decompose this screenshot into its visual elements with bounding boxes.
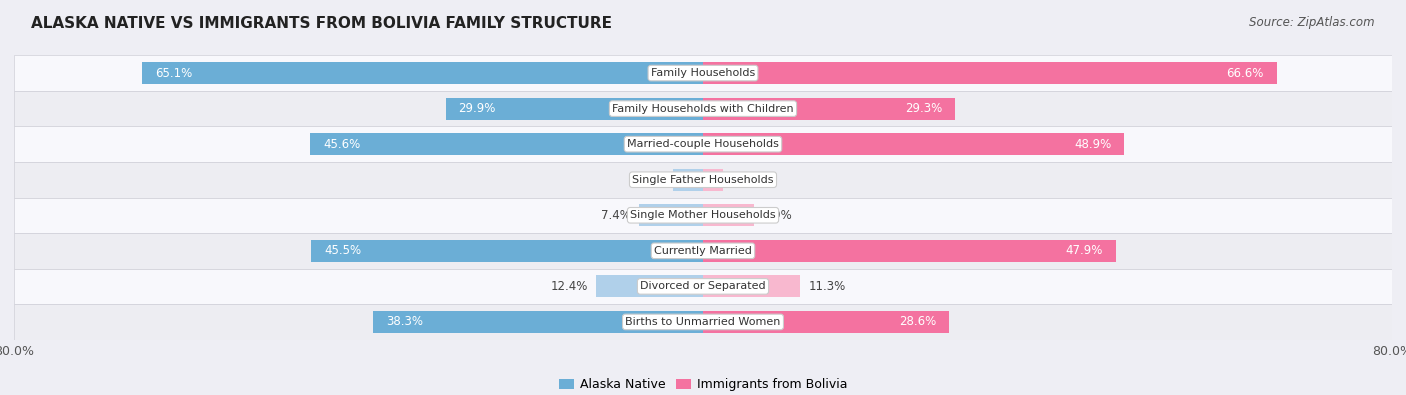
Text: Divorced or Separated: Divorced or Separated [640,281,766,292]
Text: 5.9%: 5.9% [762,209,792,222]
Bar [673,169,703,191]
Text: 66.6%: 66.6% [1226,67,1264,79]
Text: 38.3%: 38.3% [387,316,423,328]
Bar [703,275,800,297]
Bar [703,204,754,226]
Text: Source: ZipAtlas.com: Source: ZipAtlas.com [1250,16,1375,29]
Bar [703,98,955,120]
Bar [14,233,1392,269]
Text: 11.3%: 11.3% [808,280,846,293]
Bar [311,133,703,155]
Text: Births to Unmarried Women: Births to Unmarried Women [626,317,780,327]
Text: Single Father Households: Single Father Households [633,175,773,185]
Bar [703,133,1125,155]
Text: 65.1%: 65.1% [155,67,193,79]
Legend: Alaska Native, Immigrants from Bolivia: Alaska Native, Immigrants from Bolivia [554,373,852,395]
Bar [373,311,703,333]
Text: 12.4%: 12.4% [550,280,588,293]
Bar [703,169,723,191]
Text: Family Households: Family Households [651,68,755,78]
Bar [14,304,1392,340]
Text: 29.9%: 29.9% [458,102,496,115]
Bar [14,126,1392,162]
Text: ALASKA NATIVE VS IMMIGRANTS FROM BOLIVIA FAMILY STRUCTURE: ALASKA NATIVE VS IMMIGRANTS FROM BOLIVIA… [31,16,612,31]
Bar [640,204,703,226]
Text: 7.4%: 7.4% [600,209,631,222]
Bar [311,240,703,262]
Text: 47.9%: 47.9% [1066,245,1102,257]
Text: 48.9%: 48.9% [1074,138,1111,150]
Bar [596,275,703,297]
Bar [14,198,1392,233]
Bar [703,311,949,333]
Text: Single Mother Households: Single Mother Households [630,210,776,220]
Bar [142,62,703,84]
Text: 45.5%: 45.5% [323,245,361,257]
Text: 28.6%: 28.6% [898,316,936,328]
Bar [703,240,1115,262]
Bar [14,55,1392,91]
Bar [14,269,1392,304]
Text: Family Households with Children: Family Households with Children [612,103,794,114]
Bar [446,98,703,120]
Bar [14,162,1392,198]
Bar [703,62,1277,84]
Bar [14,91,1392,126]
Text: 45.6%: 45.6% [323,138,360,150]
Text: 3.5%: 3.5% [634,173,664,186]
Text: 29.3%: 29.3% [905,102,942,115]
Text: Currently Married: Currently Married [654,246,752,256]
Text: 2.3%: 2.3% [731,173,761,186]
Text: Married-couple Households: Married-couple Households [627,139,779,149]
